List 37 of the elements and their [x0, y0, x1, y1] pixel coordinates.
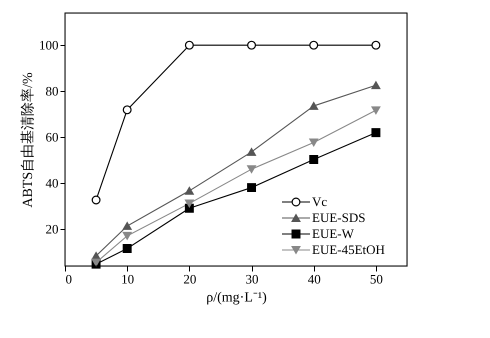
point: [309, 155, 318, 164]
point: [247, 40, 256, 50]
point: [184, 186, 194, 195]
point: [371, 81, 380, 90]
legend-label: EUE-W: [312, 226, 355, 241]
point: [247, 165, 256, 174]
legend-label: EUE-45EtOH: [312, 242, 385, 257]
y-tick-label: 20: [46, 222, 58, 237]
point: [184, 40, 194, 50]
point: [92, 196, 101, 204]
point: [247, 148, 256, 156]
point: [309, 138, 318, 146]
x-tick-label: 40: [308, 272, 321, 286]
x-tick-label: 20: [183, 272, 196, 286]
point: [371, 106, 380, 114]
y-tick-label: 80: [46, 84, 58, 99]
y-tick-label: 100: [39, 38, 58, 53]
y-tick-label: 40: [46, 176, 58, 191]
x-axis-title: ρ/(mg·L⁻¹): [206, 290, 268, 306]
point: [122, 232, 132, 240]
point: [122, 244, 132, 253]
point: [309, 40, 318, 50]
x-tick-label: 0: [66, 272, 72, 286]
point: [122, 105, 132, 114]
legend-label: EUE-SDS: [312, 210, 366, 225]
y-axis-title: ABTS自由基清除率/%: [20, 72, 36, 208]
y-tick-label: 60: [46, 130, 58, 145]
point: [122, 222, 132, 230]
point: [247, 183, 256, 192]
x-tick-label: 10: [121, 272, 134, 286]
point: [184, 199, 194, 208]
point: [371, 40, 380, 50]
x-tick-label: 50: [370, 272, 383, 286]
point: [309, 102, 318, 110]
legend-label: Vc: [312, 194, 328, 209]
point: [371, 128, 380, 138]
x-tick-label: 30: [246, 272, 259, 286]
